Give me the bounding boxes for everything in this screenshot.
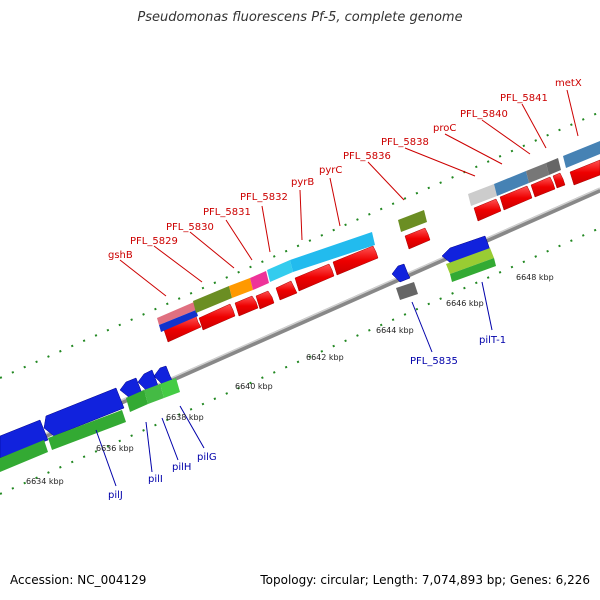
forward-genes: [163, 159, 600, 343]
gene-arrow[interactable]: [43, 387, 125, 437]
feature-block: [563, 141, 600, 168]
gene-label[interactable]: proC: [433, 123, 456, 134]
gene-label[interactable]: PFL_5836: [343, 151, 391, 162]
tick-track-lower: [0, 227, 600, 495]
gene-labels-red: gshB PFL_5829 PFL_5830 PFL_5831 PFL_5832…: [108, 78, 582, 261]
feature-block: [0, 440, 48, 472]
gene-arrow[interactable]: [0, 419, 49, 459]
gene-label[interactable]: pyrB: [291, 177, 314, 188]
feature-block: [160, 378, 180, 398]
gene-arrow[interactable]: [552, 172, 566, 189]
feature-block: [396, 282, 418, 300]
gene-label[interactable]: pilG: [197, 452, 217, 463]
tick-label: 6646 kbp: [446, 299, 484, 308]
blue-leader-lines: [95, 281, 493, 487]
gene-arrow[interactable]: [569, 159, 600, 186]
gene-label[interactable]: PFL_5832: [240, 192, 288, 203]
gene-arrow[interactable]: [499, 185, 533, 211]
gene-arrow[interactable]: [234, 295, 259, 317]
reverse-feature-blocks: [0, 248, 496, 472]
gene-arrow[interactable]: [530, 176, 556, 198]
gene-label[interactable]: PFL_5830: [166, 222, 214, 233]
feature-block: [193, 286, 232, 313]
feature-block: [468, 184, 497, 206]
feature-block: [446, 248, 494, 274]
gene-label[interactable]: pilJ: [108, 490, 123, 501]
feature-block: [494, 171, 529, 196]
gene-arrow[interactable]: [332, 245, 379, 276]
tick-labels: 6634 kbp 6636 kbp 6638 kbp 6640 kbp 6642…: [26, 273, 554, 486]
gene-label[interactable]: PFL_5829: [130, 236, 178, 247]
feature-block: [157, 302, 196, 325]
feature-blocks: [157, 141, 600, 332]
gene-label[interactable]: metX: [555, 78, 582, 89]
genome-summary: Topology: circular; Length: 7,074,893 bp…: [260, 573, 590, 587]
gene-label[interactable]: PFL_5835: [410, 356, 458, 367]
tick-track-upper: [0, 111, 600, 379]
gene-label[interactable]: PFL_5841: [500, 93, 548, 104]
tick-label: 6634 kbp: [26, 477, 64, 486]
feature-block: [398, 210, 427, 232]
tick-label: 6644 kbp: [376, 326, 414, 335]
gene-label[interactable]: pilH: [172, 462, 191, 473]
reverse-genes: [0, 235, 491, 459]
gene-arrow[interactable]: [275, 280, 298, 301]
gene-label[interactable]: PFL_5840: [460, 109, 508, 120]
gene-arrow[interactable]: [255, 290, 275, 310]
feature-block: [229, 278, 253, 298]
accession-label: Accession: NC_004129: [10, 573, 147, 587]
feature-block: [267, 260, 293, 282]
gene-arrow[interactable]: [473, 198, 502, 222]
feature-block: [450, 258, 496, 282]
tick-label: 6642 kbp: [306, 353, 344, 362]
gene-label[interactable]: pilI: [148, 474, 163, 485]
gene-arrow[interactable]: [404, 227, 431, 250]
red-leader-lines: [119, 89, 579, 297]
gene-label[interactable]: pyrC: [319, 165, 342, 176]
gene-label[interactable]: gshB: [108, 250, 133, 261]
feature-block: [126, 390, 148, 412]
tick-label: 6640 kbp: [235, 382, 273, 391]
tick-label: 6638 kbp: [166, 413, 204, 422]
feature-block: [290, 232, 375, 272]
feature-block: [48, 410, 126, 450]
gene-arrow[interactable]: [198, 303, 236, 331]
gene-label[interactable]: pilT-1: [479, 335, 506, 346]
tick-label: 6636 kbp: [96, 444, 134, 453]
tick-label: 6648 kbp: [516, 273, 554, 282]
feature-block: [159, 310, 198, 332]
feature-block: [250, 271, 269, 290]
feature-block: [546, 158, 561, 175]
map-title: Pseudomonas fluorescens Pf-5, complete g…: [137, 10, 463, 25]
gene-labels-blue: pilJ pilI pilH pilG PFL_5835 pilT-1: [108, 335, 506, 501]
gene-label[interactable]: PFL_5831: [203, 207, 251, 218]
gene-arrow[interactable]: [391, 263, 411, 283]
gene-label[interactable]: PFL_5838: [381, 137, 429, 148]
feature-block: [526, 163, 549, 183]
feature-block: [144, 384, 164, 404]
gene-arrow[interactable]: [294, 263, 335, 292]
